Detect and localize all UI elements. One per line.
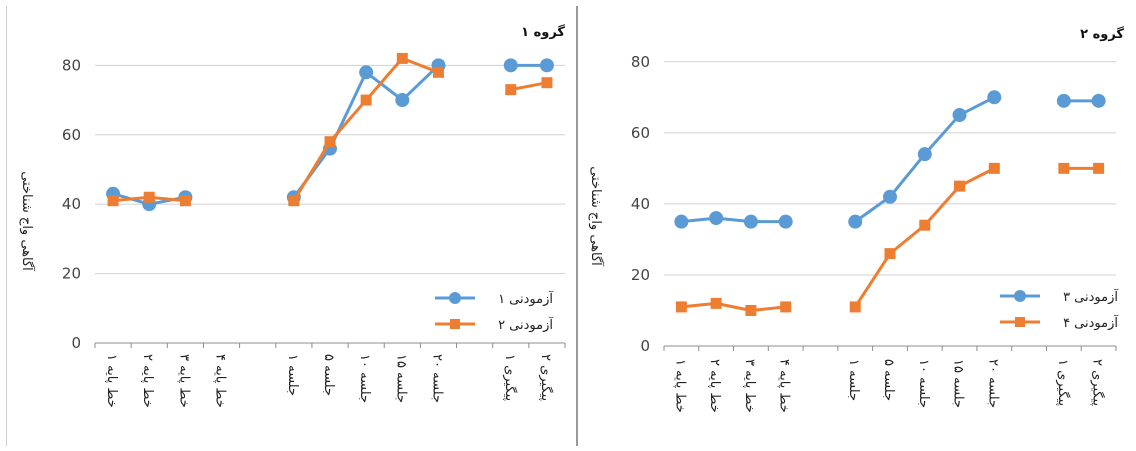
data-point [778,214,793,229]
data-point [743,214,758,229]
series-line [292,64,440,199]
x-tick-label: جلسه ۱۵ [393,354,408,403]
legend-label: آزمودنی ۱ [498,290,554,307]
series-line [510,81,548,92]
data-point [503,58,518,73]
data-point [709,211,724,226]
x-tick-label: پیگیری ۲ [1090,359,1106,406]
x-tick-label: پیگیری ۱ [502,354,518,401]
data-point [849,301,861,313]
chart-group-2-svg: 0 20 40 60 80 خط پایه ۱ خط پایه ۲ خط پایه ۳ خط پ… [588,26,1124,413]
data-point [710,297,722,309]
x-tick-label: خط پایه ۲ [707,359,722,413]
x-tick-label: خط پایه ۳ [176,354,191,408]
y-tick-label: 60 [62,126,81,144]
data-point [396,52,408,64]
x-tick-label: خط پایه ۲ [140,354,155,408]
data-point [505,84,517,96]
data-point [954,180,966,192]
x-tick-label: جلسه ۱۰ [357,354,372,403]
series-line [853,167,995,308]
x-tick-label: جلسه ۲۰ [429,354,444,403]
x-tick-label: جلسه ۱۰ [916,359,931,408]
data-point [1058,162,1070,174]
series-line [681,216,786,224]
y-axis-label: آگاهی واج شناختی [588,166,605,267]
chart-group-1-svg: 0 20 40 60 80 خط پایه ۱ خط پایه ۲ خط پایه ۳ خط پ… [19,24,566,408]
data-point [107,195,119,207]
y-tick-label: 40 [62,195,81,213]
legend-marker [1014,290,1026,302]
y-tick-label: 80 [62,56,81,74]
data-point [539,58,554,73]
x-tick-label: جلسه ۲۰ [985,359,1000,408]
legend-marker [1015,317,1025,327]
chart-panel-group-1: 0 20 40 60 80 خط پایه ۱ خط پایه ۲ خط پایه ۳ خط پ… [6,6,571,446]
x-tick-label: جلسه ۵ [321,354,336,396]
legend-label: آزمودنی ۴ [1063,314,1119,331]
data-point [360,94,372,106]
y-tick-label: 20 [631,266,650,284]
data-point [1091,93,1106,108]
data-point [179,195,191,207]
data-point [745,304,757,316]
chart-title: گروه ۱ [521,24,565,40]
data-point [1056,93,1071,108]
data-point [674,214,689,229]
x-tick-label: جلسه ۱ [285,354,300,396]
series-line [681,301,786,312]
data-point [919,219,931,231]
data-point [395,93,410,108]
y-tick-label: 40 [631,195,650,213]
x-tick-label: خط پایه ۴ [777,359,792,413]
data-point [952,108,967,123]
legend-label: آزمودنی ۳ [1063,288,1119,305]
x-tick-label: خط پایه ۳ [742,359,757,413]
data-point [359,65,374,80]
y-tick-label: 0 [640,337,650,355]
x-tick-label: پیگیری ۱ [1055,359,1071,406]
data-point [143,191,155,203]
data-point [288,195,300,207]
data-point [1093,162,1105,174]
data-point [884,248,896,260]
x-tick-label: جلسه ۵ [881,359,896,401]
legend-label: آزمودنی ۲ [498,316,554,333]
data-point [780,301,792,313]
data-point [917,147,932,162]
y-tick-label: 20 [62,265,81,283]
series-line [292,56,439,202]
x-tick-label: جلسه ۱۵ [951,359,966,408]
chart-title: گروه ۲ [1080,26,1124,42]
x-tick-label: خط پایه ۴ [213,354,228,408]
chart-panel-group-2: 0 20 40 60 80 خط پایه ۱ خط پایه ۲ خط پایه ۳ خط پ… [576,6,1132,446]
data-point [675,301,687,313]
y-tick-label: 80 [631,53,650,71]
legend-marker [449,292,461,304]
legend-marker [450,319,460,329]
data-point [324,136,336,148]
x-tick-label: جلسه ۱ [846,359,861,401]
x-tick-label: پیگیری ۲ [538,354,554,401]
y-axis-label: آگاهی واج شناختی [19,171,36,272]
data-point [541,77,553,89]
data-point [988,162,1000,174]
data-point [848,214,863,229]
x-tick-label: خط پایه ۱ [672,359,687,413]
data-point [987,90,1002,105]
data-point [432,66,444,78]
data-point [883,189,897,204]
x-tick-label: خط پایه ۱ [104,354,119,408]
y-tick-label: 60 [631,124,650,142]
y-tick-label: 0 [71,334,81,352]
